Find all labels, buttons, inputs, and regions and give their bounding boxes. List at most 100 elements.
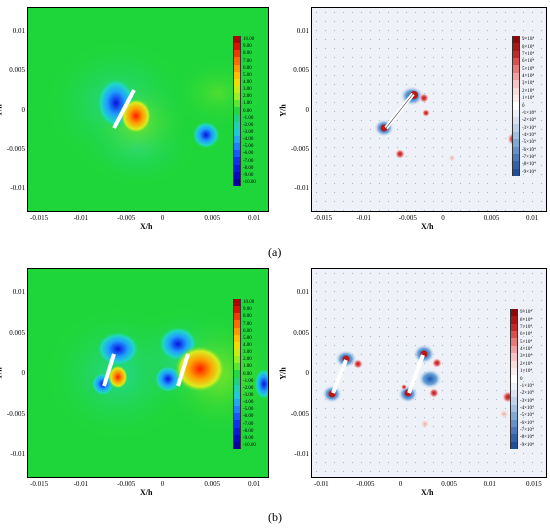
legend-swatch bbox=[233, 157, 241, 166]
legend-swatch bbox=[233, 93, 241, 101]
y-tick-label: 0.005 bbox=[293, 66, 309, 75]
legend-swatch bbox=[233, 150, 241, 158]
legend-label: 6.00 bbox=[243, 65, 252, 71]
y-axis-label: Y/h bbox=[278, 367, 288, 380]
x-axis-label: X/h bbox=[140, 488, 153, 497]
legend-swatch bbox=[233, 164, 241, 173]
legend-label: 1.00 bbox=[243, 101, 252, 107]
legend-swatch bbox=[512, 36, 520, 44]
legend-label: 1×10⁴ bbox=[522, 96, 535, 102]
legend-swatch bbox=[233, 306, 241, 314]
legend-swatch bbox=[233, 100, 241, 108]
legend-label: 8.00 bbox=[243, 51, 252, 57]
legend-swatch bbox=[233, 78, 241, 87]
legend-swatch bbox=[512, 131, 520, 140]
y-axis-label: Y/h bbox=[0, 367, 4, 380]
legend-label: -1.00 bbox=[243, 378, 254, 384]
legend-swatch bbox=[512, 94, 520, 103]
legend-label: 0.00 bbox=[243, 108, 252, 114]
legend-swatch bbox=[510, 390, 518, 398]
legend-swatch bbox=[233, 43, 241, 51]
legend-swatch bbox=[510, 397, 518, 406]
legend-label: 0.00 bbox=[243, 371, 252, 377]
legend-swatch bbox=[233, 327, 241, 336]
x-tick-label: -0.005 bbox=[398, 214, 417, 222]
legend-label: 10.00 bbox=[243, 37, 255, 43]
legend-swatch bbox=[233, 420, 241, 429]
x-tick-label: 0.01 bbox=[248, 480, 261, 488]
panel-a-right: 9×10⁴ 8×10⁴ 7×10⁴ 6×10⁴ 5×10⁴ 4×10⁴ 3×10⁴ 2×10⁴… bbox=[275, 0, 550, 235]
legend-swatch bbox=[233, 136, 241, 144]
legend-label: -4×10⁴ bbox=[520, 405, 534, 411]
plot-area: 10.00 9.00 8.00 7.00 6.00 5.00 4.00 3.00 2.00 1.0… bbox=[27, 7, 269, 212]
x-tick-label: -0.005 bbox=[117, 214, 136, 222]
panel-b-left: 10.00 9.00 8.00 7.00 6.00 5.00 4.00 3.00 2.00 1.0… bbox=[0, 262, 275, 502]
legend-swatch bbox=[233, 171, 241, 180]
legend-swatch bbox=[233, 370, 241, 379]
x-tick-label: -0.005 bbox=[117, 480, 136, 488]
legend-swatch bbox=[233, 356, 241, 364]
legend-label: -3×10⁴ bbox=[520, 398, 534, 404]
x-tick-label: 0 bbox=[160, 214, 165, 222]
legend-label: -9×10⁴ bbox=[520, 442, 534, 448]
x-tick-label: 0.01 bbox=[526, 214, 539, 222]
legend-label: -6×10⁴ bbox=[520, 420, 534, 426]
legend-label: 5.00 bbox=[243, 72, 252, 78]
legend-label: 9.00 bbox=[243, 307, 252, 313]
legend-label: 8×10⁴ bbox=[522, 44, 535, 50]
legend-swatch bbox=[233, 341, 241, 350]
legend-label: 7×10⁴ bbox=[522, 51, 535, 57]
legend-swatch bbox=[510, 382, 518, 391]
legend-label: 7×10⁴ bbox=[520, 324, 533, 330]
legend-label: 8×10⁴ bbox=[520, 317, 533, 323]
legend-label: -7.00 bbox=[243, 158, 254, 164]
legend-label: -4.00 bbox=[243, 137, 254, 143]
x-tick-label: 0.01 bbox=[483, 480, 496, 488]
legend-swatch bbox=[233, 57, 241, 66]
legend-label: 7.00 bbox=[243, 321, 252, 327]
y-tick-label: -0.01 bbox=[10, 184, 25, 192]
legend-label: 0 bbox=[520, 376, 523, 382]
y-tick-label: -0.01 bbox=[294, 184, 309, 192]
x-tick-label: -0.01 bbox=[73, 214, 89, 222]
legend-swatch bbox=[233, 313, 241, 321]
plot-area: 9×10⁴ 8×10⁴ 7×10⁴ 6×10⁴ 5×10⁴ 4×10⁴ 3×10⁴ 2×10⁴… bbox=[311, 268, 547, 478]
x-tick-label: 0.005 bbox=[204, 214, 221, 222]
legend-label: -3×10⁴ bbox=[522, 125, 536, 131]
legend-swatch bbox=[512, 153, 520, 162]
legend-swatch bbox=[233, 128, 241, 137]
y-tick-label: 0.005 bbox=[9, 328, 25, 337]
x-tick-label: 0.015 bbox=[526, 480, 542, 488]
legend-label: 6×10⁴ bbox=[520, 332, 533, 338]
legend-label: 5×10⁴ bbox=[520, 339, 533, 345]
legend-label: -5×10⁴ bbox=[520, 413, 534, 419]
y-tick-label: 0.01 bbox=[12, 27, 25, 35]
legend-label: 5×10⁴ bbox=[522, 66, 535, 72]
y-tick-label: -0.005 bbox=[290, 144, 309, 153]
legend-swatch bbox=[233, 71, 241, 80]
y-tick-label: 0.01 bbox=[296, 27, 309, 35]
x-axis-label: X/h bbox=[421, 488, 434, 497]
legend-label: 8.00 bbox=[243, 314, 252, 320]
legend-label: 2.00 bbox=[243, 94, 252, 100]
x-tick-label: 0 bbox=[398, 480, 403, 488]
legend-swatch bbox=[233, 413, 241, 421]
vorticity-field bbox=[312, 8, 546, 211]
legend-label: 2×10⁴ bbox=[522, 88, 535, 94]
legend-label: 9×10⁴ bbox=[522, 37, 535, 43]
legend-label: -7.00 bbox=[243, 421, 254, 427]
x-tick-label: -0.005 bbox=[356, 480, 375, 488]
legend-swatch bbox=[510, 375, 518, 384]
legend-label: -8.00 bbox=[243, 428, 254, 434]
legend-swatch bbox=[233, 441, 241, 450]
legend-label: 4×10⁴ bbox=[520, 347, 533, 353]
legend-swatch bbox=[512, 124, 520, 133]
legend-swatch bbox=[510, 419, 518, 428]
legend-label: 3.00 bbox=[243, 87, 252, 93]
legend-swatch bbox=[512, 58, 520, 66]
legend-label: -9×10⁴ bbox=[522, 169, 536, 175]
legend-swatch bbox=[512, 109, 520, 118]
y-tick-label: 0.005 bbox=[9, 66, 25, 75]
legend-label: -8.00 bbox=[243, 165, 254, 171]
legend-swatch bbox=[510, 338, 518, 347]
